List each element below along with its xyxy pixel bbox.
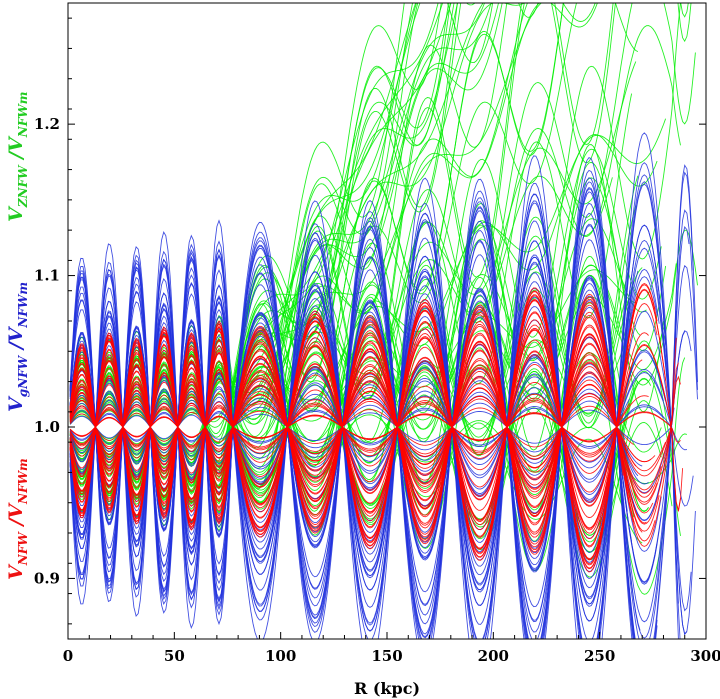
series-line bbox=[69, 283, 628, 566]
series-line bbox=[69, 412, 675, 442]
ticks-layer: 0 50 100 150 200 250 300 0.9 1.0 1.1 1.2 bbox=[34, 17, 720, 665]
series-line bbox=[69, 406, 664, 447]
series-line bbox=[69, 157, 633, 639]
y-axis-title-blue: VgNFW /VNFWm bbox=[5, 282, 30, 412]
series-line bbox=[69, 405, 634, 448]
series-line bbox=[69, 311, 630, 548]
series-line bbox=[69, 382, 622, 474]
series-line bbox=[69, 132, 679, 639]
series-line bbox=[69, 3, 539, 502]
series-line bbox=[69, 388, 643, 467]
series-line bbox=[69, 409, 673, 446]
x-tick-label: 200 bbox=[478, 647, 509, 665]
series-line bbox=[69, 395, 649, 458]
series-line bbox=[69, 270, 639, 589]
x-axis-title: R (kpc) bbox=[354, 679, 420, 698]
series-line bbox=[69, 265, 630, 486]
series-line bbox=[69, 344, 684, 512]
x-tick-label: 50 bbox=[164, 647, 185, 665]
series-line bbox=[69, 239, 675, 607]
series-line bbox=[69, 375, 681, 477]
x-tick-label: 0 bbox=[63, 647, 73, 665]
series-line bbox=[69, 359, 643, 493]
series-line bbox=[69, 3, 417, 464]
series-line bbox=[69, 333, 630, 458]
series-line bbox=[69, 327, 607, 531]
series-line bbox=[69, 383, 630, 469]
x-tick-label: 150 bbox=[371, 647, 402, 665]
series-line bbox=[69, 293, 624, 555]
series-line bbox=[69, 372, 601, 479]
series-line bbox=[69, 317, 656, 542]
series-line bbox=[69, 362, 679, 491]
series-line bbox=[69, 3, 444, 440]
y-tick-label: 0.9 bbox=[34, 569, 60, 587]
series-line bbox=[69, 393, 630, 462]
series-line bbox=[69, 400, 626, 453]
series-line bbox=[69, 343, 654, 514]
y-tick-label: 1.2 bbox=[34, 115, 60, 133]
series-line bbox=[69, 352, 673, 505]
y-axis-title-green: VZNFW /VNFWm bbox=[5, 92, 30, 222]
series-line bbox=[69, 376, 639, 477]
series-line bbox=[69, 3, 486, 455]
series-line bbox=[69, 263, 635, 598]
y-axis-title: VNFW /VNFWm VgNFW /VNFWm VZNFW /VNFWm bbox=[5, 92, 30, 580]
x-tick-label: 300 bbox=[690, 647, 720, 665]
series-line bbox=[69, 372, 673, 480]
y-tick-label: 1.1 bbox=[34, 267, 60, 285]
x-tick-label: 250 bbox=[584, 647, 615, 665]
x-tick-label: 100 bbox=[265, 647, 296, 665]
series-line bbox=[69, 387, 630, 469]
series-2 bbox=[69, 282, 684, 573]
series-line bbox=[69, 333, 677, 525]
series-line bbox=[69, 393, 656, 463]
series-line bbox=[69, 202, 622, 639]
series-layer bbox=[69, 3, 698, 639]
series-line bbox=[69, 292, 641, 561]
y-axis-title-red: VNFW /VNFWm bbox=[5, 458, 30, 580]
y-tick-label: 1.0 bbox=[34, 418, 60, 436]
series-line bbox=[69, 332, 649, 519]
